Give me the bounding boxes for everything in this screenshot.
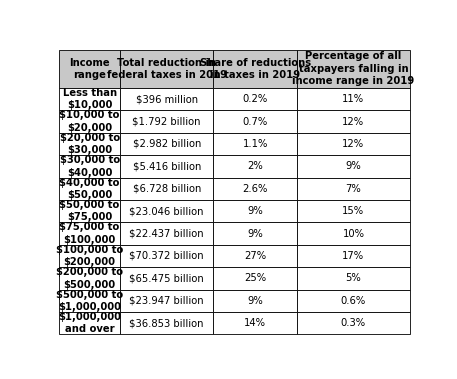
Text: 9%: 9%	[247, 206, 263, 216]
Bar	[298, 110, 409, 133]
Bar	[298, 267, 409, 290]
Bar	[298, 155, 409, 177]
Text: $23.947 billion: $23.947 billion	[129, 296, 204, 306]
Bar	[59, 312, 120, 334]
Bar	[120, 312, 213, 334]
Bar	[298, 88, 409, 110]
Text: $23.046 billion: $23.046 billion	[129, 206, 204, 216]
Text: 9%: 9%	[247, 229, 263, 238]
Text: $200,000 to
$500,000: $200,000 to $500,000	[56, 267, 123, 290]
Bar	[59, 267, 120, 290]
Text: 2.6%: 2.6%	[243, 184, 268, 194]
Bar	[120, 50, 213, 88]
Text: $22.437 billion: $22.437 billion	[129, 229, 204, 238]
Bar	[59, 200, 120, 222]
Text: $1,000,000
and over: $1,000,000 and over	[58, 312, 121, 334]
Text: 0.2%: 0.2%	[243, 94, 268, 104]
Bar	[213, 155, 298, 177]
Text: 7%: 7%	[345, 184, 361, 194]
Text: 9%: 9%	[345, 161, 361, 171]
Text: $10,000 to
$20,000: $10,000 to $20,000	[59, 110, 120, 133]
Bar	[213, 50, 298, 88]
Bar	[298, 222, 409, 245]
Bar	[213, 88, 298, 110]
Text: 14%: 14%	[244, 318, 266, 328]
Bar	[59, 290, 120, 312]
Text: 0.7%: 0.7%	[243, 116, 268, 127]
Bar	[120, 88, 213, 110]
Bar	[59, 222, 120, 245]
Bar	[59, 133, 120, 155]
Text: $65.475 billion: $65.475 billion	[129, 273, 204, 283]
Text: 2%: 2%	[247, 161, 263, 171]
Bar	[59, 177, 120, 200]
Text: 0.3%: 0.3%	[341, 318, 366, 328]
Text: $50,000 to
$75,000: $50,000 to $75,000	[59, 200, 120, 222]
Bar	[298, 312, 409, 334]
Bar	[120, 110, 213, 133]
Bar	[59, 245, 120, 267]
Text: 25%: 25%	[244, 273, 266, 283]
Bar	[298, 50, 409, 88]
Text: Total reduction in
federal taxes in 2019: Total reduction in federal taxes in 2019	[107, 58, 227, 80]
Bar	[213, 177, 298, 200]
Bar	[120, 155, 213, 177]
Text: Percentage of all
taxpayers falling in
income range in 2019: Percentage of all taxpayers falling in i…	[292, 52, 414, 86]
Text: $1.792 billion: $1.792 billion	[133, 116, 201, 127]
Bar	[213, 200, 298, 222]
Text: $500,000 to
$1,000,000: $500,000 to $1,000,000	[56, 290, 123, 312]
Text: 27%: 27%	[244, 251, 266, 261]
Bar	[213, 267, 298, 290]
Text: $70.372 billion: $70.372 billion	[129, 251, 204, 261]
Bar	[59, 155, 120, 177]
Text: 17%: 17%	[342, 251, 365, 261]
Bar	[298, 177, 409, 200]
Bar	[298, 290, 409, 312]
Text: 1.1%: 1.1%	[243, 139, 268, 149]
Bar	[298, 245, 409, 267]
Bar	[59, 110, 120, 133]
Bar	[213, 290, 298, 312]
Text: Income
range: Income range	[69, 58, 110, 80]
Text: $36.853 billion: $36.853 billion	[129, 318, 204, 328]
Text: 0.6%: 0.6%	[341, 296, 366, 306]
Text: $2.982 billion: $2.982 billion	[133, 139, 201, 149]
Text: 12%: 12%	[342, 139, 365, 149]
Bar	[213, 222, 298, 245]
Bar	[120, 133, 213, 155]
Text: $6.728 billion: $6.728 billion	[133, 184, 201, 194]
Text: $75,000 to
$100,000: $75,000 to $100,000	[59, 222, 120, 245]
Bar	[59, 50, 120, 88]
Bar	[120, 200, 213, 222]
Bar	[120, 245, 213, 267]
Text: $40,000 to
$50,000: $40,000 to $50,000	[59, 177, 120, 200]
Bar	[298, 200, 409, 222]
Text: 11%: 11%	[342, 94, 365, 104]
Bar	[213, 110, 298, 133]
Text: $396 million: $396 million	[136, 94, 198, 104]
Text: Share of reductions
in taxes in 2019: Share of reductions in taxes in 2019	[200, 58, 311, 80]
Text: $5.416 billion: $5.416 billion	[133, 161, 201, 171]
Text: $20,000 to
$30,000: $20,000 to $30,000	[59, 133, 120, 155]
Text: Less than
$10,000: Less than $10,000	[63, 88, 117, 110]
Text: $30,000 to
$40,000: $30,000 to $40,000	[59, 155, 120, 177]
Bar	[120, 222, 213, 245]
Bar	[59, 88, 120, 110]
Text: 12%: 12%	[342, 116, 365, 127]
Bar	[120, 177, 213, 200]
Text: 9%: 9%	[247, 296, 263, 306]
Bar	[120, 267, 213, 290]
Bar	[213, 133, 298, 155]
Text: 5%: 5%	[345, 273, 361, 283]
Bar	[213, 312, 298, 334]
Text: 10%: 10%	[342, 229, 364, 238]
Text: $100,000 to
$200,000: $100,000 to $200,000	[56, 245, 123, 267]
Bar	[213, 245, 298, 267]
Bar	[120, 290, 213, 312]
Text: 15%: 15%	[342, 206, 365, 216]
Bar	[298, 133, 409, 155]
